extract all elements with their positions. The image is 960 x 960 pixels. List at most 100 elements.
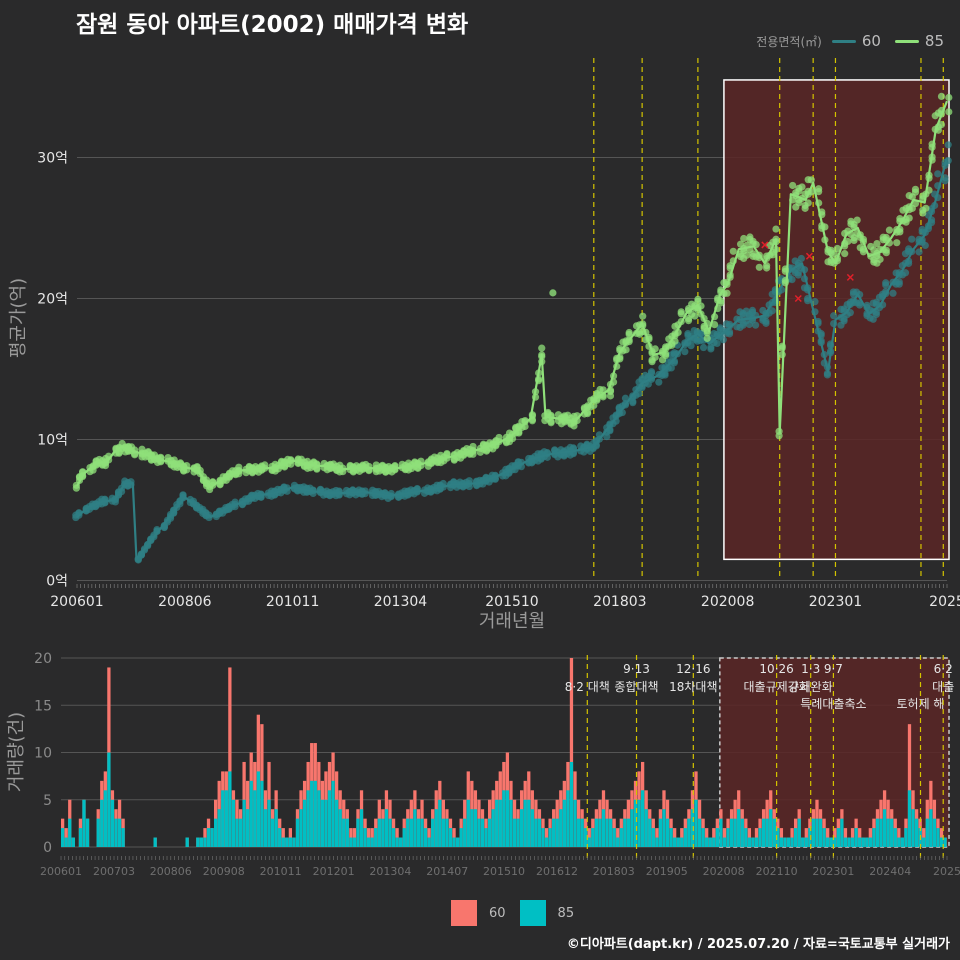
bar-85 (480, 818, 485, 847)
bar-85 (71, 837, 75, 847)
bar-85 (676, 837, 680, 847)
bar-85 (153, 837, 157, 847)
bar-85 (249, 780, 253, 847)
series-line-85 (76, 100, 949, 489)
bar-85 (804, 837, 808, 847)
scatter-point-85 (723, 289, 731, 297)
bar-85 (882, 809, 887, 847)
bar-85 (413, 809, 417, 847)
x-tick-label-top: 200601 (50, 594, 103, 610)
scatter-point-60 (667, 364, 675, 372)
bar-85 (509, 799, 513, 847)
bar-85 (740, 818, 744, 847)
bar-85 (712, 837, 716, 847)
bar-85 (402, 828, 406, 847)
bar-85 (890, 818, 894, 847)
bar-85 (470, 809, 474, 847)
y-axis-title-bottom: 거래량(건) (6, 712, 27, 792)
bar-85 (356, 818, 360, 847)
bar-85 (601, 809, 606, 847)
y-tick-label-bottom: 20 (34, 651, 52, 667)
bar-85 (776, 828, 780, 847)
bar-85 (103, 790, 107, 847)
bar-85 (107, 752, 111, 847)
scatter-point-85 (798, 183, 806, 191)
bar-85 (473, 809, 478, 847)
bar-85 (765, 818, 769, 847)
scatter-point-85 (853, 216, 861, 224)
y-tick-label-top: 20억 (37, 292, 68, 308)
bar-85 (729, 818, 734, 847)
x-tick-label-top: 201510 (485, 594, 538, 610)
scatter-point-85 (937, 92, 946, 100)
scatter-point-60 (647, 368, 656, 376)
bar-85 (399, 837, 403, 847)
policy-date-label: 6·2 (934, 662, 953, 676)
policy-date-label: 10·26 (759, 662, 793, 676)
bar-85 (338, 809, 342, 847)
bar-85 (769, 809, 773, 847)
bar-85 (512, 818, 517, 847)
bar-85 (854, 828, 858, 847)
bar-85 (441, 818, 446, 847)
bar-85 (758, 828, 762, 847)
bar-85 (694, 799, 698, 847)
bar-85 (594, 818, 599, 847)
bar-85 (850, 837, 855, 847)
scatter-point-85 (945, 93, 953, 102)
bar-85 (310, 780, 314, 847)
bar-85 (893, 828, 897, 847)
bar-85 (502, 790, 506, 847)
legend-label-bar-60: 60 (489, 905, 506, 921)
bar-85 (516, 818, 520, 847)
x-tick-label-bottom: 201612 (536, 865, 578, 878)
bar-85 (82, 799, 86, 847)
bar-85 (537, 818, 542, 847)
scatter-point-85 (547, 417, 555, 426)
scatter-point-85 (639, 312, 647, 320)
policy-date-label: 9·13 (623, 662, 650, 676)
bar-85 (185, 837, 189, 847)
scatter-point-85 (911, 185, 920, 193)
bar-85 (640, 790, 645, 847)
scatter-point-60 (655, 378, 663, 386)
bar-85 (818, 818, 823, 847)
x-tick-label-top: 201803 (593, 594, 646, 610)
bar-85 (722, 837, 727, 847)
bar-85 (527, 799, 531, 847)
scatter-point-85 (101, 462, 110, 470)
legend-title: 전용면적(㎡) (756, 34, 822, 49)
bar-85 (68, 818, 72, 847)
scatter-point-85 (72, 484, 80, 492)
bar-85 (292, 837, 296, 847)
bar-60 (228, 667, 232, 847)
bar-85 (288, 837, 293, 847)
x-tick-label-top: 202301 (809, 594, 862, 610)
scatter-point-60 (788, 276, 796, 284)
legend-swatch-60 (831, 39, 856, 43)
bar-85 (797, 818, 801, 847)
scatter-point-85 (815, 185, 823, 193)
bar-85 (811, 818, 816, 847)
bar-85 (879, 818, 883, 847)
scatter-point-85 (876, 255, 884, 263)
bar-85 (644, 809, 648, 847)
bar-85 (349, 837, 353, 847)
bar-85 (630, 809, 634, 847)
bar-85 (829, 837, 833, 847)
x-tick-label-top: 201304 (374, 594, 428, 610)
bar-85 (477, 818, 481, 847)
legend-label-bar-85: 85 (557, 905, 575, 921)
y-tick-label-bottom: 15 (34, 698, 52, 714)
bar-85 (612, 828, 616, 847)
bar-85 (221, 790, 225, 847)
bar-85 (598, 818, 602, 847)
bar-85 (904, 828, 908, 847)
bar-85 (648, 818, 652, 847)
legend-swatch-bar-60 (451, 900, 477, 926)
bar-85 (633, 799, 638, 847)
bar-85 (548, 828, 552, 847)
scatter-point-60 (603, 433, 611, 441)
policy-label: 규제완화 (789, 680, 833, 694)
bar-85 (658, 818, 663, 847)
